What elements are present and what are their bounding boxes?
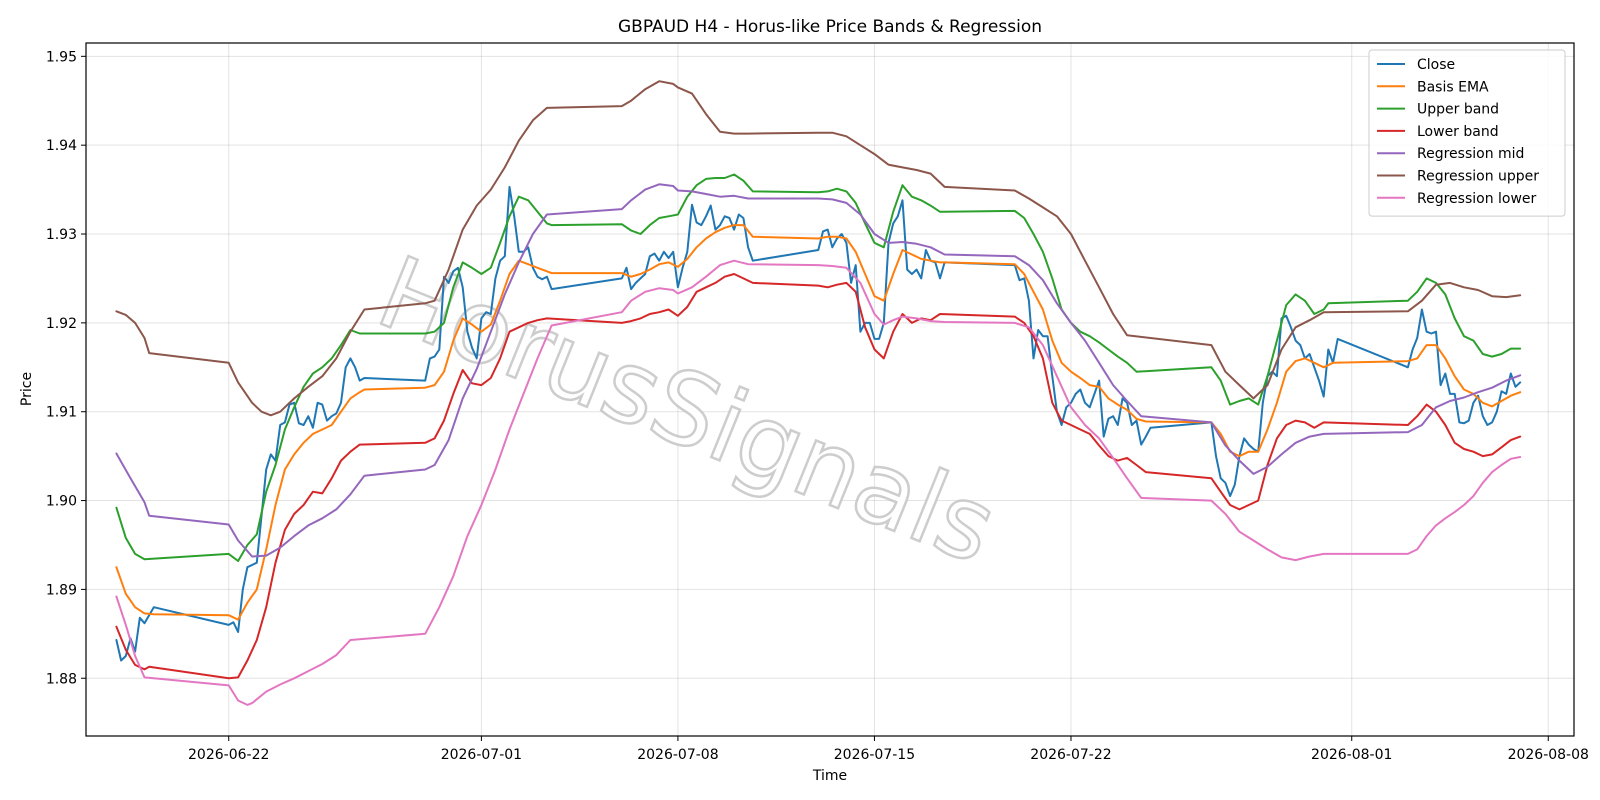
grid [86,43,1574,736]
x-tick-label: 2026-08-08 [1508,747,1589,763]
legend-label-basis-ema: Basis EMA [1417,79,1489,95]
chart-title: GBPAUD H4 - Horus-like Price Bands & Reg… [618,17,1042,37]
legend-box [1368,49,1566,217]
x-tick-label: 2026-07-15 [834,747,915,763]
legend-label-regression-mid: Regression mid [1417,146,1524,162]
series-line-regression-mid [115,183,1522,558]
x-tick-label: 2026-08-01 [1311,747,1392,763]
series-line-regression-lower [115,259,1522,706]
y-tick-label: 1.92 [46,316,77,332]
y-tick-label: 1.90 [46,494,77,510]
series-line-lower-band [115,273,1522,680]
legend-label-close: Close [1417,57,1455,73]
legend-label-upper-band: Upper band [1417,102,1499,118]
x-tick-label: 2026-07-22 [1030,747,1111,763]
series-layer [115,80,1522,706]
y-tick-label: 1.95 [46,49,77,65]
y-tick-label: 1.89 [46,582,77,598]
series-line-basis-ema [115,224,1522,621]
axis-ticks: 1.88 1.89 1.90 1.91 1.92 1.93 1.94 1.95 2026-06-… [46,49,1589,763]
legend-label-regression-lower: Regression lower [1417,191,1537,207]
series-line-upper-band [115,173,1522,562]
x-axis-label: Time [812,768,847,784]
x-tick-label: 2026-07-01 [441,747,522,763]
x-tick-label: 2026-06-22 [188,747,269,763]
plot-frame [85,42,1575,737]
x-tick-label: 2026-07-08 [637,747,718,763]
series-line-regression-upper [115,80,1522,417]
y-tick-label: 1.91 [46,405,77,421]
legend: Close Basis EMA Upper band Lower band Regres… [1368,49,1566,217]
y-tick-label: 1.94 [46,138,77,154]
y-tick-label: 1.88 [46,671,77,687]
y-tick-label: 1.93 [46,227,77,243]
legend-label-regression-upper: Regression upper [1417,169,1539,185]
legend-label-lower-band: Lower band [1417,124,1499,140]
y-axis-label: Price [19,372,35,406]
